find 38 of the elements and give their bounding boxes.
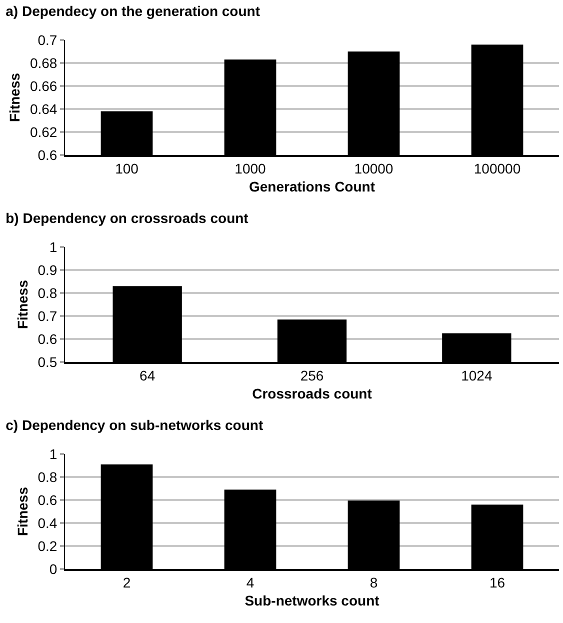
y-tick-label: 0.9 <box>38 262 58 278</box>
y-tick-label: 0.8 <box>38 468 58 485</box>
y-axis-title: Fitness <box>14 486 30 536</box>
y-tick-label: 0.5 <box>38 354 58 370</box>
y-axis-title: Fitness <box>6 72 23 122</box>
chart-title: b) Dependency on crossroads count <box>6 210 249 226</box>
x-tick-label: 256 <box>300 368 324 384</box>
y-tick-label: 0.64 <box>30 100 58 117</box>
x-tick-label: 4 <box>246 574 254 591</box>
y-tick-label: 0.6 <box>38 146 58 163</box>
x-tick-label: 16 <box>489 574 506 591</box>
x-axis-title: Sub-networks count <box>244 592 380 608</box>
x-tick-label: 100000 <box>474 160 521 177</box>
x-tick-label: 1024 <box>461 368 492 384</box>
y-axis-title: Fitness <box>14 280 30 330</box>
y-tick-label: 0.6 <box>38 492 58 508</box>
y-tick-label: 0.7 <box>38 308 58 324</box>
x-tick-label: 1000 <box>234 160 266 177</box>
x-axis-title: Generations Count <box>248 178 376 194</box>
y-tick-label: 0 <box>49 560 58 577</box>
y-tick-label: 0.2 <box>38 538 58 554</box>
x-tick-label: 100 <box>115 160 139 177</box>
chart-title: c) Dependency on sub-networks count <box>6 417 264 434</box>
x-tick-label: 64 <box>140 368 156 384</box>
y-tick-label: 1 <box>49 446 58 462</box>
chart-title: a) Dependecy on the generation count <box>6 3 260 20</box>
y-tick-label: 0.68 <box>30 54 58 71</box>
y-tick-label: 0.62 <box>30 124 58 140</box>
x-axis-title: Crossroads count <box>252 385 372 402</box>
y-tick-label: 0.8 <box>38 284 58 301</box>
y-tick-label: 0.7 <box>38 32 58 48</box>
y-tick-label: 0.6 <box>38 330 58 347</box>
x-tick-label: 8 <box>370 574 378 591</box>
y-tick-label: 0.66 <box>30 78 58 94</box>
y-tick-label: 0.4 <box>38 514 58 531</box>
x-tick-label: 2 <box>122 574 131 591</box>
x-tick-label: 10000 <box>354 160 394 177</box>
y-tick-label: 1 <box>49 238 58 255</box>
